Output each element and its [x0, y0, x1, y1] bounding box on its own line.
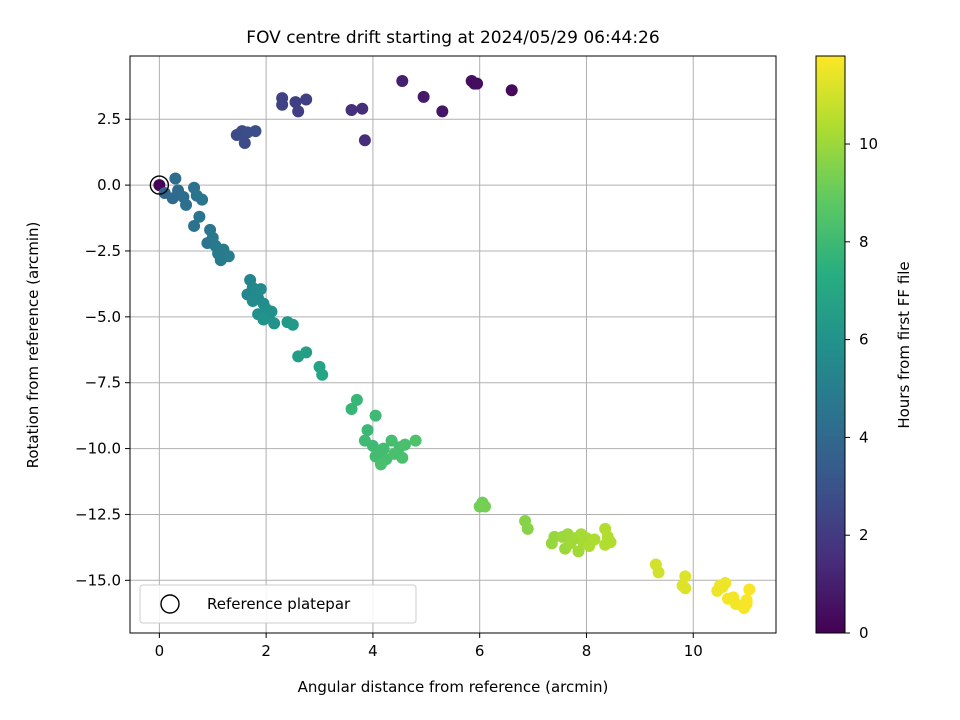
colorbar-tick-label: 8 [859, 233, 869, 251]
chart-title: FOV centre drift starting at 2024/05/29 … [246, 28, 659, 48]
x-tick-label: 8 [582, 642, 592, 660]
data-point [193, 210, 206, 223]
data-point [740, 598, 753, 611]
data-point [222, 250, 235, 263]
y-tick-label: 0.0 [97, 176, 121, 194]
data-point [743, 583, 756, 596]
data-point [265, 305, 278, 318]
x-axis-label: Angular distance from reference (arcmin) [298, 678, 609, 696]
colorbar-tick-label: 2 [859, 526, 869, 544]
data-point [479, 500, 492, 513]
x-tick-label: 6 [475, 642, 485, 660]
data-point [679, 582, 692, 595]
data-point [417, 90, 430, 103]
colorbar-tick-label: 0 [859, 624, 869, 642]
data-point [246, 295, 259, 308]
data-point [196, 193, 209, 206]
data-point [345, 403, 358, 416]
x-tick-label: 2 [261, 642, 271, 660]
colorbar-tick-label: 4 [859, 428, 869, 446]
data-point [374, 458, 387, 471]
reference-marker [149, 175, 170, 195]
data-points [153, 75, 756, 614]
data-point [289, 96, 302, 109]
grid-lines [130, 56, 776, 633]
data-point [292, 105, 305, 118]
data-point [436, 105, 449, 118]
data-point [471, 77, 484, 90]
data-point [396, 451, 409, 464]
x-tick-label: 4 [368, 642, 378, 660]
data-point [409, 434, 422, 447]
y-tick-label: 2.5 [97, 110, 121, 128]
data-point [180, 198, 193, 211]
data-point [356, 102, 369, 115]
data-point [286, 318, 299, 331]
data-point [249, 125, 262, 138]
data-point [276, 92, 289, 105]
plot-frame [129, 55, 777, 634]
data-point [652, 566, 665, 579]
data-point [169, 172, 182, 185]
y-tick-label: −12.5 [75, 505, 121, 523]
data-point [396, 75, 409, 88]
data-point [238, 136, 251, 149]
colorbar-ticks: 0 2 4 6 8 10 [845, 135, 878, 642]
data-point [521, 522, 534, 535]
colorbar: 0 2 4 6 8 10 Hours from first FF file [815, 55, 913, 642]
data-point [505, 84, 518, 97]
data-point [361, 424, 374, 437]
data-point [188, 219, 201, 232]
legend: Reference platepar [139, 584, 417, 624]
data-point [300, 346, 313, 359]
colorbar-gradient [815, 55, 846, 634]
data-point [358, 134, 371, 147]
colorbar-label: Hours from first FF file [895, 261, 913, 428]
data-point [345, 104, 358, 117]
x-tick-label: 0 [155, 642, 165, 660]
data-point [679, 570, 692, 583]
y-tick-label: −10.0 [75, 440, 121, 458]
y-tick-label: −7.5 [85, 374, 121, 392]
y-tick-label: −2.5 [85, 242, 121, 260]
x-tick-label: 10 [684, 642, 703, 660]
data-point [719, 576, 732, 589]
legend-marker-icon [160, 594, 180, 614]
colorbar-tick-label: 6 [859, 331, 869, 349]
data-point [385, 434, 398, 447]
data-point [377, 442, 390, 455]
data-point [588, 533, 601, 546]
y-tick-label: −5.0 [85, 308, 121, 326]
data-point [254, 283, 267, 296]
data-point [398, 438, 411, 451]
data-point [316, 368, 329, 381]
data-point [257, 313, 270, 326]
y-tick-label: −15.0 [75, 571, 121, 589]
data-point [369, 409, 382, 422]
data-point [300, 93, 313, 106]
y-axis-ticks: 2.5 0.0 −2.5 −5.0 −7.5 −10.0 −12.5 −15.0 [75, 110, 130, 589]
y-axis-label: Rotation from reference (arcmin) [24, 222, 42, 469]
reference-platepar-marker [149, 175, 170, 195]
legend-box [139, 584, 417, 624]
colorbar-tick-label: 10 [859, 135, 878, 153]
data-point [350, 393, 363, 406]
data-point [268, 317, 281, 330]
data-point [599, 538, 612, 551]
legend-label: Reference platepar [207, 595, 351, 613]
x-axis-ticks: 0 2 4 6 8 10 [155, 633, 703, 660]
